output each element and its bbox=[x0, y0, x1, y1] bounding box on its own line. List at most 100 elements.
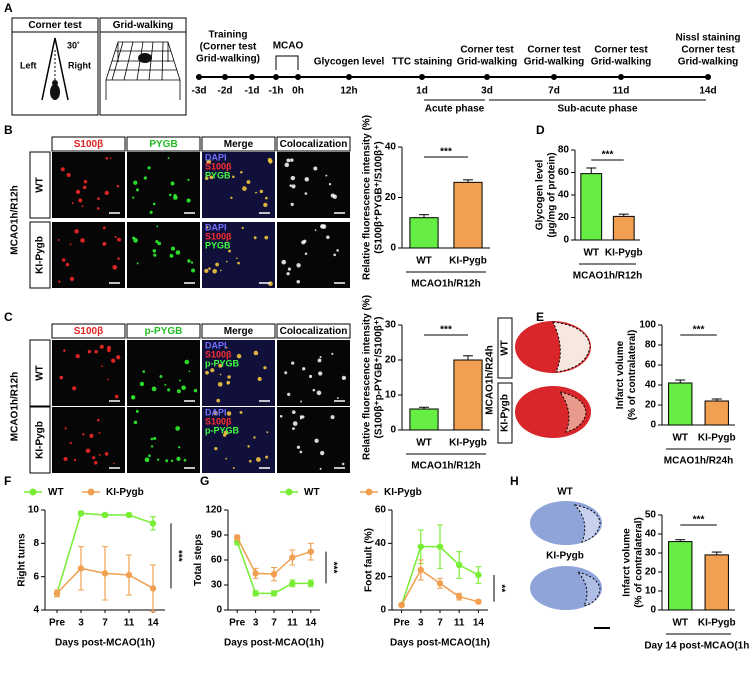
micrograph bbox=[52, 340, 125, 406]
data-point bbox=[436, 580, 444, 587]
x-tick-label: 7 bbox=[271, 618, 277, 629]
cell-signal bbox=[225, 457, 228, 460]
data-point bbox=[125, 571, 133, 579]
cell-signal bbox=[74, 229, 79, 234]
y-tick-label: 0 bbox=[390, 243, 396, 254]
y-axis-label: (% of contralateral) bbox=[634, 517, 645, 608]
cell-signal bbox=[173, 193, 177, 198]
cell-signal bbox=[265, 196, 268, 200]
panel-label: C bbox=[4, 310, 13, 324]
cell-signal bbox=[255, 191, 257, 194]
cell-signal bbox=[106, 345, 112, 350]
data-point bbox=[149, 585, 157, 592]
y-tick-label: 20 bbox=[558, 212, 570, 223]
cell-signal bbox=[292, 421, 298, 426]
panel-label: F bbox=[4, 474, 11, 488]
grid-walking-title: Grid-walking bbox=[113, 20, 174, 31]
y-tick-label: 20 bbox=[375, 571, 387, 582]
cell-signal bbox=[59, 375, 64, 380]
cell-signal bbox=[183, 458, 187, 462]
cell-signal bbox=[300, 400, 303, 403]
grid-walking-box bbox=[99, 17, 187, 116]
cell-signal bbox=[101, 365, 103, 368]
y-tick-label: 0 bbox=[390, 425, 396, 436]
cell-signal bbox=[279, 414, 283, 418]
x-tick-label: KI-Pygb bbox=[449, 438, 487, 449]
column-header-box bbox=[51, 323, 126, 339]
timeline-point bbox=[295, 74, 301, 80]
cell-signal bbox=[301, 240, 306, 245]
infarct-region bbox=[576, 571, 601, 607]
data-point bbox=[456, 593, 463, 600]
cell-signal bbox=[301, 415, 305, 419]
x-tick-label: 14 bbox=[473, 618, 485, 629]
merge-legend: p-PYGB bbox=[205, 358, 240, 368]
y-tick-label: 0 bbox=[216, 605, 222, 616]
corner-test-header bbox=[11, 17, 99, 33]
cell-signal bbox=[150, 437, 154, 441]
timeline-tick: 1d bbox=[416, 86, 428, 97]
cell-signal bbox=[204, 268, 209, 274]
cell-signal bbox=[239, 410, 243, 414]
timeline-event: Training bbox=[209, 30, 248, 41]
cell-signal bbox=[57, 239, 60, 241]
cell-signal bbox=[93, 460, 98, 465]
cell-signal bbox=[187, 178, 190, 181]
legend-label: KI-Pygb bbox=[384, 487, 422, 498]
column-header: Merge bbox=[224, 326, 254, 337]
cell-signal bbox=[284, 371, 288, 375]
timeline-event: Grid-walking) bbox=[196, 54, 260, 65]
row-label-box bbox=[29, 339, 51, 407]
cell-signal bbox=[80, 238, 85, 243]
cell-signal bbox=[209, 175, 214, 180]
y-tick-label: 20 bbox=[385, 355, 397, 366]
x-tick-label: 7 bbox=[437, 618, 443, 629]
x-tick-label: WT bbox=[416, 256, 432, 267]
y-tick-label: 0 bbox=[380, 605, 386, 616]
cell-signal bbox=[131, 396, 134, 399]
data-point bbox=[270, 570, 278, 578]
cell-signal bbox=[267, 157, 272, 162]
data-point bbox=[398, 601, 405, 609]
cell-signal bbox=[156, 225, 159, 228]
cell-signal bbox=[312, 388, 316, 392]
cell-signal bbox=[58, 280, 61, 283]
cell-signal bbox=[210, 368, 215, 373]
y-tick-label: 80 bbox=[645, 340, 657, 351]
data-point bbox=[307, 548, 314, 555]
cell-signal bbox=[150, 445, 154, 448]
cell-signal bbox=[205, 370, 209, 375]
cell-signal bbox=[151, 386, 157, 392]
cell-signal bbox=[326, 235, 330, 240]
cell-signal bbox=[193, 388, 198, 393]
cell-signal bbox=[220, 269, 222, 272]
phase-label: Acute phase bbox=[425, 104, 485, 115]
x-tick-label: 3 bbox=[253, 618, 259, 629]
cell-signal bbox=[184, 359, 190, 365]
cell-signal bbox=[73, 458, 77, 462]
y-tick-label: 40 bbox=[558, 190, 570, 201]
micrograph bbox=[202, 222, 275, 288]
data-point bbox=[289, 554, 296, 561]
cell-signal bbox=[341, 462, 345, 466]
cell-signal bbox=[291, 410, 296, 414]
y-axis-label: Glycogen level bbox=[535, 159, 546, 230]
cell-signal bbox=[190, 261, 194, 264]
column-header: Colocalization bbox=[280, 326, 348, 337]
data-point bbox=[101, 511, 109, 519]
merge-legend: PYGB bbox=[205, 170, 231, 180]
cell-signal bbox=[263, 202, 268, 208]
cell-signal bbox=[281, 259, 287, 265]
micrograph bbox=[127, 340, 200, 406]
y-tick-label: 6 bbox=[33, 571, 39, 582]
y-axis-label: (S100β⁺PYGB⁺/S100β⁺) bbox=[374, 141, 385, 254]
timeline-tick: -3d bbox=[192, 86, 207, 97]
timeline-point bbox=[484, 74, 490, 80]
timeline-event: Corner test bbox=[527, 45, 581, 56]
cell-signal bbox=[333, 253, 337, 257]
cell-signal bbox=[96, 418, 100, 422]
panel-label: D bbox=[536, 123, 545, 137]
column-header-box bbox=[276, 323, 351, 339]
y-tick-label: 20 bbox=[385, 192, 397, 203]
micrograph bbox=[277, 152, 350, 218]
